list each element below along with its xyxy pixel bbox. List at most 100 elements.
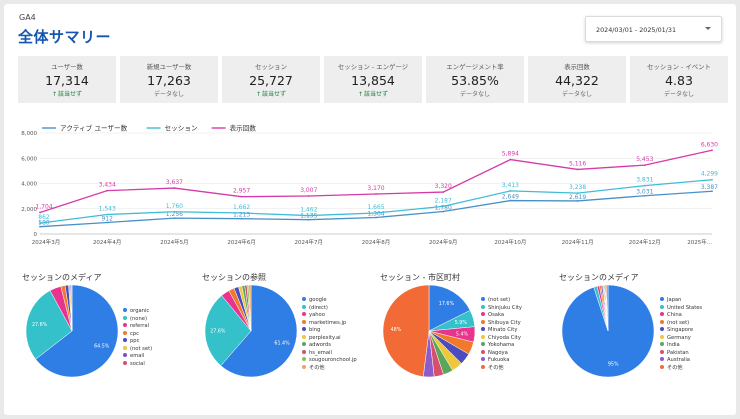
data-point (442, 205, 445, 208)
data-label: 1,462 (300, 207, 317, 214)
data-point (39, 225, 41, 228)
data-label: 1,304 (367, 211, 384, 218)
pie-title-country: セッションのメディア (559, 273, 639, 282)
data-point (442, 210, 445, 213)
data-label: 1,213 (233, 212, 250, 219)
data-point (173, 187, 176, 189)
data-label: 2,619 (569, 194, 586, 201)
legend-label: その他 (667, 364, 683, 371)
pie-title-city: セッション - 市区町村 (380, 273, 460, 282)
legend-item: adwords (302, 342, 357, 350)
pie-slice (382, 284, 430, 377)
pie-slice-label: 64.5% (94, 344, 110, 350)
scorecard-value: 53.85% (451, 73, 499, 88)
date-range-picker[interactable]: 2024/03/01 - 2025/01/31 (585, 16, 722, 42)
scorecard-value: 25,727 (249, 73, 293, 88)
data-point (711, 190, 713, 193)
legend-label: 表示回数 (230, 124, 257, 133)
report-page: GA4 全体サマリー 2024/03/01 - 2025/01/31 ユーザー数… (4, 4, 736, 415)
trend-up-icon: ↑ (255, 91, 261, 98)
legend-item: email (123, 353, 152, 361)
legend-label: organic (130, 308, 150, 314)
x-tick-label: 2024年12月 (629, 238, 661, 246)
data-point (509, 158, 512, 161)
scorecard-events-per-session[interactable]: セッション - イベント 4.83 データなし (630, 56, 728, 103)
legend-dot-icon (302, 357, 306, 361)
legend-dot-icon (481, 327, 485, 331)
data-label: 1,662 (233, 204, 250, 211)
legend-dot-icon (481, 364, 485, 369)
scorecard-engaged-sessions[interactable]: セッション - エンゲージ 13,854 ↑該当せず (324, 56, 422, 103)
data-point (442, 191, 445, 193)
scorecard-label: セッション - エンゲージ (337, 63, 409, 71)
legend-label: セッション (165, 125, 198, 133)
legend-item: Nagoya (481, 349, 522, 358)
data-point (307, 195, 310, 197)
data-point (106, 213, 109, 216)
legend-item: referral (123, 323, 152, 331)
pie-slice-label: 27.6% (210, 329, 226, 335)
legend-dot-icon (481, 342, 485, 346)
data-point (307, 218, 310, 221)
data-label: 2,187 (435, 197, 452, 204)
legend-item: marketimes.jp (302, 319, 357, 328)
legend-dot-icon (302, 297, 306, 301)
pie-slice-label: 95% (608, 362, 619, 368)
legend-item: google (302, 297, 357, 305)
data-label: 3,320 (435, 183, 452, 190)
legend-label: その他 (488, 364, 504, 371)
legend-item: social (123, 360, 152, 369)
data-label: 1,780 (435, 205, 452, 212)
scorecard-comparison: データなし (459, 91, 490, 98)
scorecard-views[interactable]: 表示回数 44,322 データなし (528, 56, 626, 103)
legend-item: Australia (660, 357, 702, 365)
scorecard-label: ユーザー数 (51, 63, 83, 71)
scorecard-new-users[interactable]: 新規ユーザー数 17,263 データなし (120, 56, 218, 103)
legend-label: (not set) (130, 345, 153, 352)
legend-dot-icon (660, 357, 664, 361)
data-point (509, 190, 512, 192)
legend-label: email (130, 353, 145, 359)
legend-dot-icon (660, 327, 664, 331)
legend-item: cpc (123, 330, 152, 339)
scorecard-engagement-rate[interactable]: エンゲージメント率 53.85% データなし (426, 56, 524, 103)
legend-label: perplexity.ai (309, 334, 341, 341)
data-point (39, 211, 41, 214)
legend-label: Nagoya (488, 349, 508, 356)
pie-legend-medium: organic (none) referral cpc ppc (not set) emai… (123, 308, 152, 368)
legend-item: Yokohama (481, 342, 522, 350)
legend-dot-icon (481, 304, 485, 309)
legend-item: (not set) (123, 345, 153, 354)
data-label: 5,453 (636, 156, 653, 163)
legend-item: Germany (660, 334, 702, 343)
x-tick-label: 2024年6月 (227, 238, 256, 246)
legend-item: United States (660, 304, 702, 313)
scorecard-value: 44,322 (555, 73, 599, 88)
data-label: 4,299 (701, 171, 718, 178)
scorecard-users[interactable]: ユーザー数 17,314 ↑該当せず (18, 56, 116, 103)
data-label: 3,434 (99, 182, 116, 189)
legend-item: sougouronchool.jp (302, 357, 357, 365)
data-label: 3,007 (300, 187, 317, 194)
legend-item: (none) (123, 315, 152, 324)
data-point (173, 217, 176, 220)
legend-label: Singapore (667, 327, 694, 333)
scorecard-comparison: データなし (561, 91, 592, 98)
charts-canvas: 0 2,000 4,000 6,000 8,000 2024年3月 2024年4月 2024年… (21, 124, 718, 378)
legend-label: (not set) (488, 297, 511, 303)
scorecard-sessions[interactable]: セッション 25,727 ↑該当せず (222, 56, 320, 103)
legend-item: その他 (302, 364, 357, 373)
data-point (509, 199, 512, 202)
legend-label: Fukuoka (488, 357, 510, 363)
x-tick-label: 2024年3月 (32, 238, 61, 246)
legend-item: Osaka (481, 312, 522, 320)
legend-dot-icon (302, 319, 306, 324)
legend-item: yahoo (302, 312, 357, 320)
data-point (643, 184, 646, 187)
legend-item: Fukuoka (481, 357, 522, 365)
data-label: 3,170 (367, 185, 384, 192)
data-point (106, 221, 109, 224)
y-tick-label: 4,000 (21, 182, 37, 188)
legend-dot-icon (660, 297, 664, 301)
legend-label: (none) (130, 315, 147, 322)
